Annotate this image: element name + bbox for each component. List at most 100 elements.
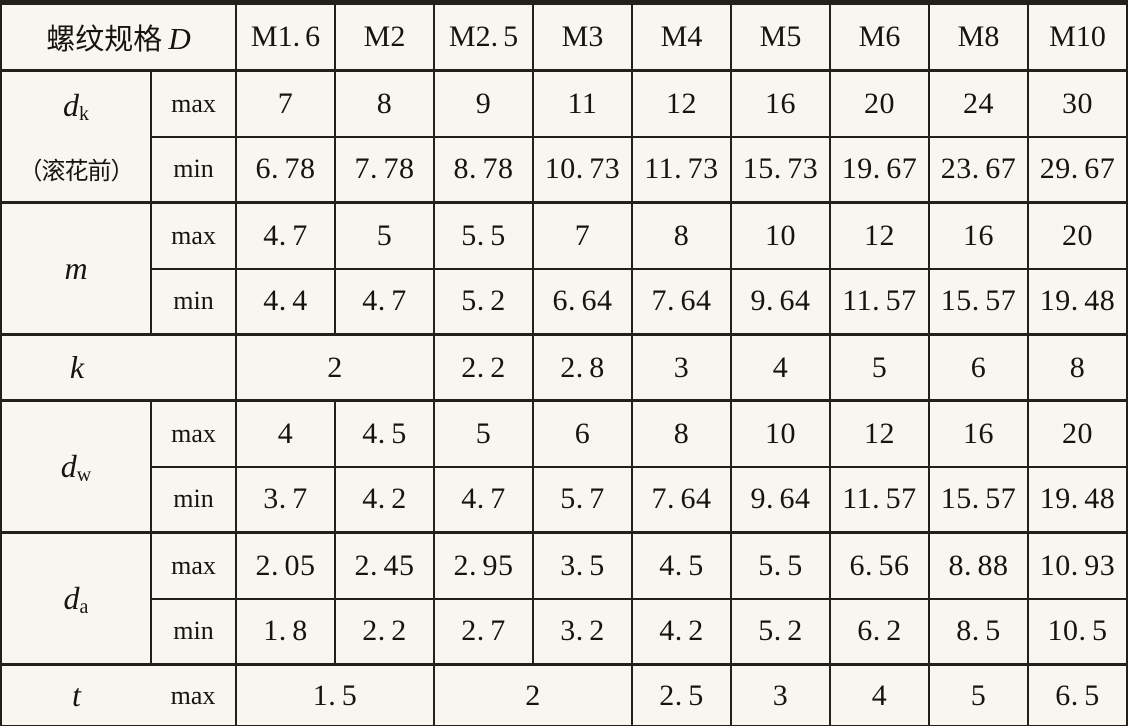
cell: 20 [1027,201,1128,270]
cell: 2. 45 [334,531,435,600]
row-label-m: m [0,201,152,336]
cell: 3 [730,663,831,726]
qualifier-cell: max [150,531,237,600]
cell: 11 [532,69,633,138]
cell: 10 [730,399,831,468]
cell: 6 [532,399,633,468]
cell: 7 [532,201,633,270]
cell: 5. 7 [532,465,633,534]
qualifier-cell: max [150,69,237,138]
cell: 10. 73 [532,135,633,204]
cell: 2 [433,663,633,726]
cell: 6. 64 [532,267,633,336]
cell: 2. 7 [433,597,534,666]
cell: 6. 2 [829,597,930,666]
row-dw-min: min 3. 7 4. 2 4. 7 5. 7 7. 64 9. 64 11. … [1,465,1128,534]
cell: 4. 2 [631,597,732,666]
cell: 15. 57 [928,465,1029,534]
cell: 1. 5 [235,663,435,726]
cell: 29. 67 [1027,135,1128,204]
cell: 8 [1027,333,1128,402]
cell: 6. 5 [1027,663,1128,726]
cell: 16 [730,69,831,138]
cell: 8. 5 [928,597,1029,666]
cell: 2 [235,333,435,402]
row-dw-max: dw max 4 4. 5 5 6 8 10 12 16 20 [0,399,1128,534]
row-label-dw: dw [0,399,152,534]
cell: 30 [1027,69,1128,138]
cell: 8. 78 [433,135,534,204]
cell: 2. 2 [433,333,534,402]
dk-symbol: dk [63,87,89,126]
cell: 4. 7 [235,201,336,270]
size-header-m2: M2 [334,1,435,72]
cell: 4. 4 [235,267,336,336]
cell: 19. 48 [1027,267,1128,336]
cell: 3 [631,333,732,402]
cell: 9. 64 [730,465,831,534]
qualifier-cell: min [150,135,237,204]
cell: 4 [235,399,336,468]
cell: 4 [730,333,831,402]
cell: 7. 64 [631,465,732,534]
row-m-min: min 4. 4 4. 7 5. 2 6. 64 7. 64 9. 64 11.… [1,267,1128,336]
cell: 16 [928,201,1029,270]
cell: 11. 57 [829,267,930,336]
row-k: k 2 2. 2 2. 8 3 4 5 6 8 [0,333,1128,402]
cell: 2. 8 [532,333,633,402]
cell: 4. 7 [433,465,534,534]
cell: 9. 64 [730,267,831,336]
qualifier-cell: min [150,465,237,534]
cell: 4. 5 [631,531,732,600]
cell: 5 [433,399,534,468]
row-label-dk: dk （滚花前） [0,69,152,204]
cell: 8 [631,399,732,468]
size-header-m8: M8 [928,1,1029,72]
cell: 9 [433,69,534,138]
cell: 6. 78 [235,135,336,204]
cell: 23. 67 [928,135,1029,204]
cell: 4. 7 [334,267,435,336]
cell: 12 [631,69,732,138]
row-da-max: da max 2. 05 2. 45 2. 95 3. 5 4. 5 5. 5 … [0,531,1128,666]
cell: 8. 88 [928,531,1029,600]
cell: 7. 78 [334,135,435,204]
cell: 15. 57 [928,267,1029,336]
cell: 6. 56 [829,531,930,600]
cell: 16 [928,399,1029,468]
cell: 12 [829,399,930,468]
cell: 5 [334,201,435,270]
cell: 20 [1027,399,1128,468]
cell: 2. 2 [334,597,435,666]
cell: 4. 5 [334,399,435,468]
cell: 10. 5 [1027,597,1128,666]
cell: 5 [928,663,1029,726]
cell: 24 [928,69,1029,138]
cell: 10 [730,201,831,270]
cell: 2. 5 [631,663,732,726]
size-header-m1-6: M1. 6 [235,1,336,72]
qualifier-cell: min [150,267,237,336]
cell: 10. 93 [1027,531,1128,600]
qualifier-cell: max [150,399,237,468]
qualifier-cell: max [151,663,237,726]
cell: 5. 5 [730,531,831,600]
cell: 3. 5 [532,531,633,600]
cell: 12 [829,201,930,270]
header-param: 螺纹规格 D [0,1,237,72]
size-header-m6: M6 [829,1,930,72]
cell: 3. 2 [532,597,633,666]
row-dk-min: min 6. 78 7. 78 8. 78 10. 73 11. 73 15. … [1,135,1128,204]
size-header-m3: M3 [532,1,633,72]
cell: 5. 2 [433,267,534,336]
cell: 11. 57 [829,465,930,534]
row-label-k: k [0,333,237,402]
cell: 19. 48 [1027,465,1128,534]
cell: 2. 05 [235,531,336,600]
size-header-m4: M4 [631,1,732,72]
dk-note: （滚花前） [18,159,135,185]
size-header-m10: M10 [1027,1,1128,72]
cell: 4 [829,663,930,726]
cell: 3. 7 [235,465,336,534]
